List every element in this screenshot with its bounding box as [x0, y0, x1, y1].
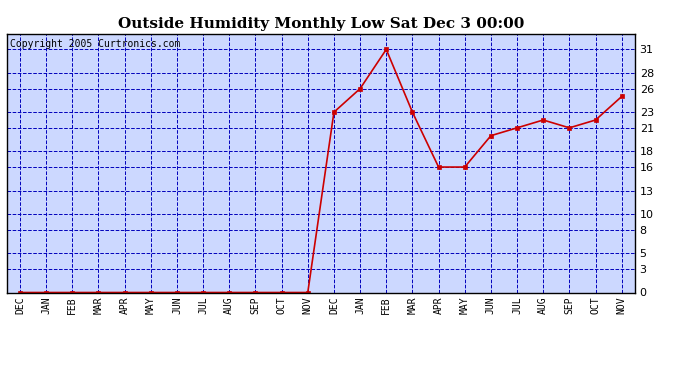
Text: Copyright 2005 Curtronics.com: Copyright 2005 Curtronics.com	[10, 39, 180, 49]
Title: Outside Humidity Monthly Low Sat Dec 3 00:00: Outside Humidity Monthly Low Sat Dec 3 0…	[118, 17, 524, 31]
